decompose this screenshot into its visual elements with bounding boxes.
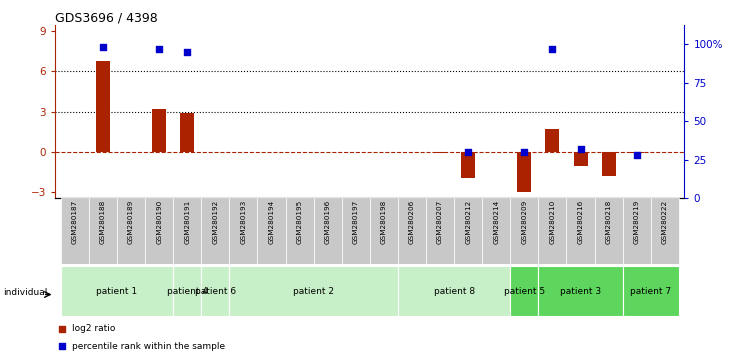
Text: GSM280195: GSM280195: [297, 200, 302, 245]
Bar: [145, 198, 173, 264]
Text: percentile rank within the sample: percentile rank within the sample: [72, 342, 225, 351]
Bar: [201, 267, 230, 316]
Point: [631, 152, 643, 158]
Point: [575, 146, 587, 152]
Bar: [595, 198, 623, 264]
Text: GSM280194: GSM280194: [269, 200, 275, 245]
Text: patient 7: patient 7: [630, 287, 671, 296]
Text: GSM280212: GSM280212: [465, 200, 471, 245]
Bar: [314, 198, 342, 264]
Bar: [539, 267, 623, 316]
Bar: [398, 198, 426, 264]
Bar: [630, 152, 644, 153]
Text: GSM280214: GSM280214: [493, 200, 499, 245]
Text: GSM280190: GSM280190: [156, 200, 162, 245]
Text: patient 8: patient 8: [434, 287, 475, 296]
Bar: [510, 267, 539, 316]
Bar: [651, 198, 679, 264]
Bar: [173, 198, 201, 264]
Text: individual: individual: [3, 287, 47, 297]
Bar: [426, 198, 454, 264]
Bar: [510, 198, 539, 264]
Text: GSM280207: GSM280207: [437, 200, 443, 245]
Bar: [539, 198, 567, 264]
Text: patient 6: patient 6: [195, 287, 236, 296]
Bar: [573, 152, 587, 166]
Point: [518, 149, 530, 155]
Bar: [201, 198, 230, 264]
Bar: [117, 198, 145, 264]
Bar: [623, 267, 679, 316]
Bar: [258, 198, 286, 264]
Bar: [545, 129, 559, 152]
Bar: [461, 152, 475, 178]
Bar: [173, 267, 201, 316]
Text: GSM280216: GSM280216: [578, 200, 584, 245]
Bar: [152, 109, 166, 152]
Bar: [342, 198, 369, 264]
Text: GSM280193: GSM280193: [241, 200, 247, 245]
Point: [462, 149, 474, 155]
Bar: [433, 152, 447, 153]
Text: GDS3696 / 4398: GDS3696 / 4398: [55, 12, 158, 25]
Text: GSM280222: GSM280222: [662, 200, 668, 245]
Bar: [230, 267, 398, 316]
Text: GSM280188: GSM280188: [100, 200, 106, 245]
Bar: [623, 198, 651, 264]
Text: patient 1: patient 1: [96, 287, 138, 296]
Text: GSM280198: GSM280198: [381, 200, 387, 245]
Text: patient 3: patient 3: [560, 287, 601, 296]
Bar: [286, 198, 314, 264]
Text: patient 5: patient 5: [503, 287, 545, 296]
Bar: [61, 198, 89, 264]
Point: [153, 46, 165, 52]
Text: patient 4: patient 4: [167, 287, 208, 296]
Text: GSM280218: GSM280218: [606, 200, 612, 245]
Bar: [369, 198, 398, 264]
Text: GSM280209: GSM280209: [521, 200, 528, 245]
Point: [318, 263, 330, 268]
Bar: [482, 198, 510, 264]
Text: GSM280191: GSM280191: [184, 200, 190, 245]
Text: GSM280210: GSM280210: [550, 200, 556, 245]
Bar: [230, 198, 258, 264]
Point: [318, 102, 330, 107]
Text: GSM280206: GSM280206: [409, 200, 415, 245]
Bar: [96, 61, 110, 152]
Point: [181, 49, 193, 55]
Bar: [180, 113, 194, 152]
Bar: [517, 152, 531, 192]
Text: GSM280197: GSM280197: [353, 200, 358, 245]
Text: GSM280196: GSM280196: [325, 200, 330, 245]
Bar: [398, 267, 510, 316]
Text: GSM280192: GSM280192: [212, 200, 219, 245]
Text: GSM280189: GSM280189: [128, 200, 134, 245]
Text: patient 2: patient 2: [293, 287, 334, 296]
Bar: [567, 198, 595, 264]
Text: GSM280219: GSM280219: [634, 200, 640, 245]
Text: log2 ratio: log2 ratio: [72, 324, 116, 333]
Bar: [454, 198, 482, 264]
Text: GSM280187: GSM280187: [72, 200, 78, 245]
Bar: [89, 198, 117, 264]
Point: [547, 46, 559, 52]
Bar: [61, 267, 173, 316]
Bar: [601, 152, 615, 176]
Point: [97, 44, 109, 50]
